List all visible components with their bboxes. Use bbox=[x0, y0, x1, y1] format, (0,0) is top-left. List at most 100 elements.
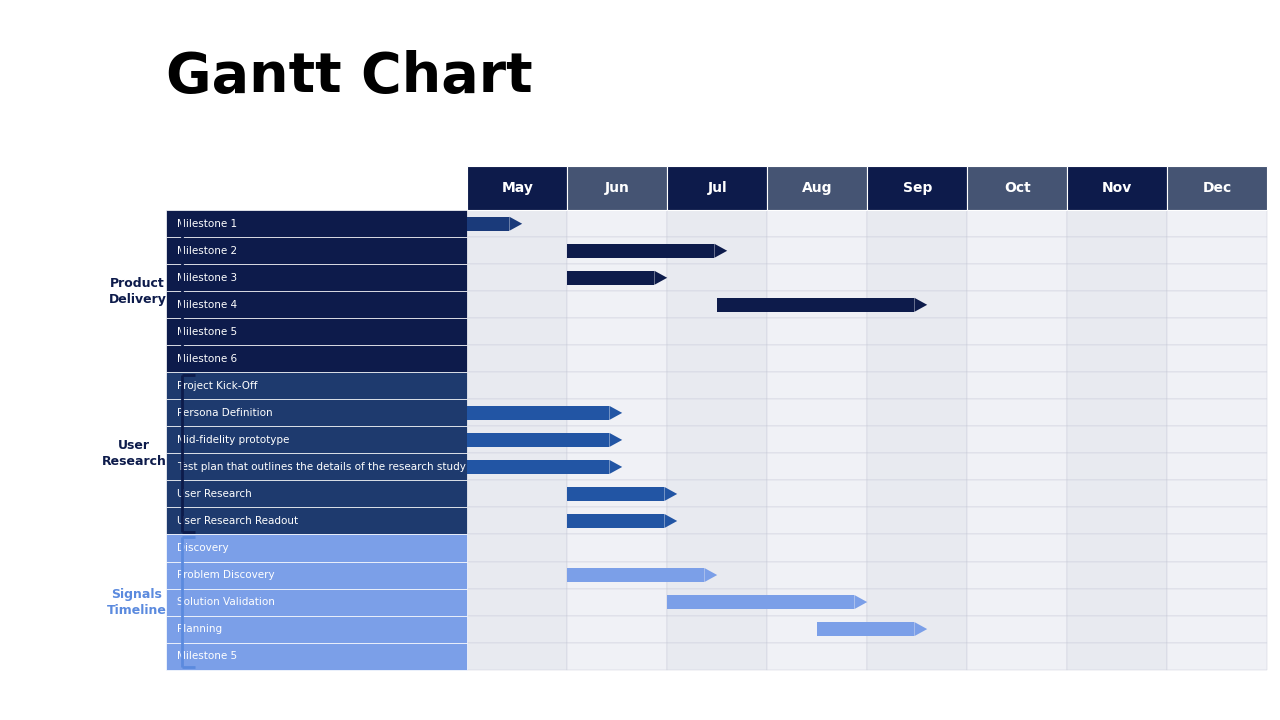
Bar bbox=[667, 480, 767, 508]
Bar bbox=[1167, 426, 1267, 454]
Bar bbox=[467, 616, 567, 642]
Bar bbox=[667, 595, 855, 609]
Polygon shape bbox=[664, 514, 677, 528]
Bar bbox=[567, 264, 667, 292]
Text: Signals
Timeline: Signals Timeline bbox=[106, 588, 166, 616]
Bar bbox=[467, 642, 567, 670]
Text: Nov: Nov bbox=[1102, 181, 1133, 195]
Bar bbox=[567, 514, 664, 528]
Bar bbox=[166, 346, 467, 372]
Bar bbox=[567, 210, 667, 238]
Bar bbox=[1068, 318, 1167, 346]
Bar bbox=[868, 166, 968, 210]
Text: Milestone 5: Milestone 5 bbox=[177, 327, 237, 337]
Text: Project Kick-Off: Project Kick-Off bbox=[177, 381, 257, 391]
Bar bbox=[868, 480, 968, 508]
Bar bbox=[968, 642, 1068, 670]
Bar bbox=[968, 400, 1068, 426]
Bar bbox=[968, 346, 1068, 372]
Bar bbox=[567, 372, 667, 400]
Bar bbox=[467, 166, 567, 210]
Bar bbox=[467, 400, 567, 426]
Text: Milestone 5: Milestone 5 bbox=[177, 651, 237, 661]
Bar bbox=[767, 642, 868, 670]
Bar bbox=[968, 534, 1068, 562]
Text: Milestone 2: Milestone 2 bbox=[177, 246, 237, 256]
Polygon shape bbox=[609, 433, 622, 447]
Bar bbox=[968, 480, 1068, 508]
Bar bbox=[868, 588, 968, 616]
Text: Milestone 1: Milestone 1 bbox=[177, 219, 237, 229]
Bar bbox=[166, 588, 467, 616]
Bar bbox=[767, 426, 868, 454]
Bar bbox=[166, 292, 467, 318]
Bar bbox=[467, 292, 567, 318]
Text: Mid-fidelity prototype: Mid-fidelity prototype bbox=[177, 435, 289, 445]
Bar bbox=[467, 238, 567, 264]
Bar bbox=[868, 372, 968, 400]
Bar bbox=[868, 562, 968, 588]
Bar bbox=[1167, 534, 1267, 562]
Bar bbox=[1068, 264, 1167, 292]
Bar bbox=[868, 318, 968, 346]
Bar bbox=[968, 238, 1068, 264]
Bar bbox=[1167, 346, 1267, 372]
Text: Planning: Planning bbox=[177, 624, 221, 634]
Polygon shape bbox=[855, 595, 868, 609]
Bar bbox=[1068, 454, 1167, 480]
Bar bbox=[567, 271, 654, 285]
Bar bbox=[767, 166, 868, 210]
Bar bbox=[667, 166, 767, 210]
Bar bbox=[1068, 292, 1167, 318]
Text: Oct: Oct bbox=[1004, 181, 1030, 195]
Text: Dec: Dec bbox=[1203, 181, 1231, 195]
Bar bbox=[467, 217, 509, 231]
Polygon shape bbox=[664, 487, 677, 501]
Bar bbox=[166, 454, 467, 480]
Bar bbox=[868, 426, 968, 454]
Text: Solution Validation: Solution Validation bbox=[177, 597, 274, 607]
Polygon shape bbox=[509, 217, 522, 231]
Text: Test plan that outlines the details of the research study: Test plan that outlines the details of t… bbox=[177, 462, 466, 472]
Bar bbox=[667, 642, 767, 670]
Bar bbox=[1068, 166, 1167, 210]
Bar bbox=[1068, 210, 1167, 238]
Bar bbox=[467, 318, 567, 346]
Bar bbox=[166, 534, 467, 562]
Bar bbox=[667, 210, 767, 238]
Polygon shape bbox=[914, 622, 927, 636]
Bar bbox=[567, 480, 667, 508]
Bar bbox=[767, 454, 868, 480]
Bar bbox=[166, 562, 467, 588]
Bar bbox=[868, 264, 968, 292]
Bar bbox=[667, 264, 767, 292]
Bar bbox=[567, 166, 667, 210]
Bar bbox=[868, 454, 968, 480]
Bar bbox=[567, 454, 667, 480]
Bar bbox=[567, 508, 667, 534]
Bar bbox=[868, 400, 968, 426]
Bar bbox=[767, 588, 868, 616]
Bar bbox=[717, 298, 914, 312]
Bar bbox=[1068, 534, 1167, 562]
Bar bbox=[968, 562, 1068, 588]
Bar bbox=[467, 210, 567, 238]
Bar bbox=[667, 534, 767, 562]
Bar bbox=[467, 433, 609, 447]
Bar bbox=[868, 210, 968, 238]
Bar bbox=[567, 292, 667, 318]
Bar bbox=[467, 426, 567, 454]
Polygon shape bbox=[654, 271, 667, 285]
Bar bbox=[467, 480, 567, 508]
Text: Milestone 4: Milestone 4 bbox=[177, 300, 237, 310]
Bar bbox=[166, 508, 467, 534]
Bar bbox=[767, 238, 868, 264]
Text: User Research Readout: User Research Readout bbox=[177, 516, 298, 526]
Bar bbox=[868, 534, 968, 562]
Text: Persona Definition: Persona Definition bbox=[177, 408, 273, 418]
Bar bbox=[968, 292, 1068, 318]
Bar bbox=[567, 318, 667, 346]
Bar bbox=[567, 568, 704, 582]
Bar bbox=[467, 264, 567, 292]
Bar bbox=[1068, 238, 1167, 264]
